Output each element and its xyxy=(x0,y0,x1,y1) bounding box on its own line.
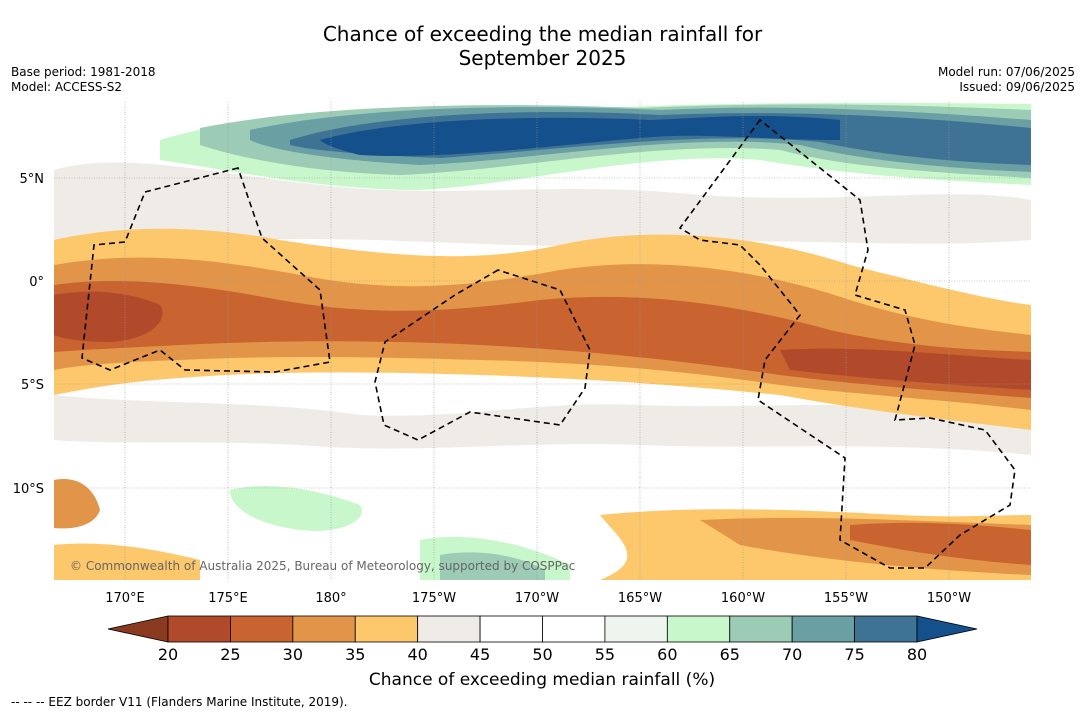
colorbar-swatch xyxy=(292,615,356,643)
eez-borders xyxy=(81,118,1016,569)
colorbar-swatch xyxy=(417,615,481,643)
colorbar: 20 25 30 35 40 45 50 55 60 65 70 75 80 xyxy=(107,615,978,664)
map-title-line2: September 2025 xyxy=(458,46,627,70)
field-30-35-south-west xyxy=(54,479,100,529)
colorbar-swatch xyxy=(230,615,294,643)
colorbar-swatch xyxy=(854,615,918,643)
field-40-45-north xyxy=(54,162,1031,247)
colorbar-swatch xyxy=(167,615,231,643)
model-run: Model run: 07/06/2025 xyxy=(937,65,1075,79)
colorbar-tick-label: 55 xyxy=(595,645,615,664)
base-period: Base period: 1981-2018 xyxy=(11,65,156,79)
model-name: Model: ACCESS-S2 xyxy=(11,80,123,94)
lon-label: 180° xyxy=(315,591,346,606)
lon-label: 150°W xyxy=(927,591,971,606)
colorbar-tick-label: 75 xyxy=(844,645,864,664)
colorbar-swatch xyxy=(604,615,668,643)
lat-label: 0° xyxy=(29,275,44,290)
lon-labels: 170°E 175°E 180° 175°W 170°W 165°W 160°W… xyxy=(105,591,971,606)
colorbar-tick-label: 45 xyxy=(470,645,490,664)
colorbar-tick-label: 40 xyxy=(407,645,427,664)
colorbar-tick-label: 35 xyxy=(345,645,365,664)
map-title-line1: Chance of exceeding the median rainfall … xyxy=(322,22,763,46)
field-65-70-south xyxy=(440,552,545,580)
field-35-40-south-west xyxy=(54,543,200,580)
issued-date: Issued: 09/06/2025 xyxy=(959,80,1075,94)
field-25-30-south-east xyxy=(850,522,1031,565)
colorbar-tick-label: 25 xyxy=(220,645,240,664)
colorbar-tick-label: 65 xyxy=(720,645,740,664)
colorbar-tick-label: 30 xyxy=(283,645,303,664)
colorbar-tick-label: 50 xyxy=(532,645,552,664)
lat-label: 10°S xyxy=(13,482,44,497)
copyright-text: © Commonwealth of Australia 2025, Bureau… xyxy=(70,559,575,573)
field-gt80-north xyxy=(320,115,840,157)
lon-label: 170°W xyxy=(515,591,559,606)
lon-label: 155°W xyxy=(824,591,868,606)
field-60-65-south-a xyxy=(230,485,362,531)
field-25-30-equatorial xyxy=(54,280,1031,398)
lon-label: 165°W xyxy=(618,591,662,606)
field-20-25-west xyxy=(54,291,163,342)
lat-labels: 5°N 0° 5°S 10°S xyxy=(13,172,44,497)
gridlines xyxy=(54,102,1031,580)
colorbar-swatch xyxy=(729,615,793,643)
colorbar-tick-label: 80 xyxy=(907,645,927,664)
colorbar-swatch xyxy=(354,615,419,643)
lon-label: 160°W xyxy=(721,591,765,606)
colorbar-title: Chance of exceeding median rainfall (%) xyxy=(369,670,715,690)
field-40-45-south xyxy=(54,395,1031,455)
lon-label: 175°W xyxy=(412,591,456,606)
colorbar-swatch xyxy=(666,615,731,643)
field-20-25-east xyxy=(780,348,1031,390)
colorbar-extend-low xyxy=(107,615,169,643)
meta-left: Base period: 1981-2018 Model: ACCESS-S2 xyxy=(11,65,156,95)
map-fields xyxy=(54,102,1031,580)
colorbar-tick-label: 70 xyxy=(782,645,802,664)
meta-right: Model run: 07/06/2025 Issued: 09/06/2025 xyxy=(938,65,1075,95)
lat-label: 5°N xyxy=(20,172,45,187)
footer-note: -- -- -- EEZ border V11 (Flanders Marine… xyxy=(11,695,348,709)
lat-label: 5°S xyxy=(21,378,44,393)
colorbar-swatch xyxy=(479,615,543,643)
lon-label: 170°E xyxy=(105,591,145,606)
lon-label: 175°E xyxy=(208,591,248,606)
colorbar-swatch xyxy=(542,615,606,643)
colorbar-extend-high xyxy=(916,615,978,643)
colorbar-swatch xyxy=(791,615,855,643)
colorbar-tick-label: 60 xyxy=(657,645,677,664)
colorbar-tick-label: 20 xyxy=(158,645,178,664)
